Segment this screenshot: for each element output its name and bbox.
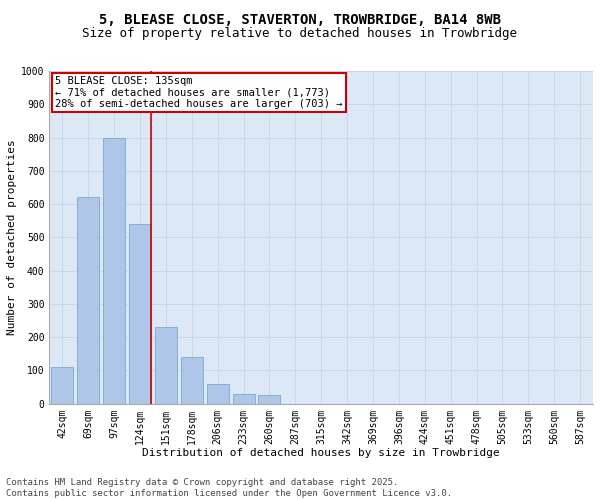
Text: 5 BLEASE CLOSE: 135sqm
← 71% of detached houses are smaller (1,773)
28% of semi-: 5 BLEASE CLOSE: 135sqm ← 71% of detached… <box>55 76 343 109</box>
X-axis label: Distribution of detached houses by size in Trowbridge: Distribution of detached houses by size … <box>142 448 500 458</box>
Bar <box>103 138 125 404</box>
Text: 5, BLEASE CLOSE, STAVERTON, TROWBRIDGE, BA14 8WB: 5, BLEASE CLOSE, STAVERTON, TROWBRIDGE, … <box>99 12 501 26</box>
Bar <box>155 327 177 404</box>
Text: Size of property relative to detached houses in Trowbridge: Size of property relative to detached ho… <box>83 28 517 40</box>
Bar <box>77 198 100 404</box>
Y-axis label: Number of detached properties: Number of detached properties <box>7 140 17 335</box>
Bar <box>207 384 229 404</box>
Bar <box>233 394 254 404</box>
Bar <box>259 396 280 404</box>
Text: Contains HM Land Registry data © Crown copyright and database right 2025.
Contai: Contains HM Land Registry data © Crown c… <box>6 478 452 498</box>
Bar <box>181 357 203 404</box>
Bar <box>52 367 73 404</box>
Bar <box>129 224 151 404</box>
